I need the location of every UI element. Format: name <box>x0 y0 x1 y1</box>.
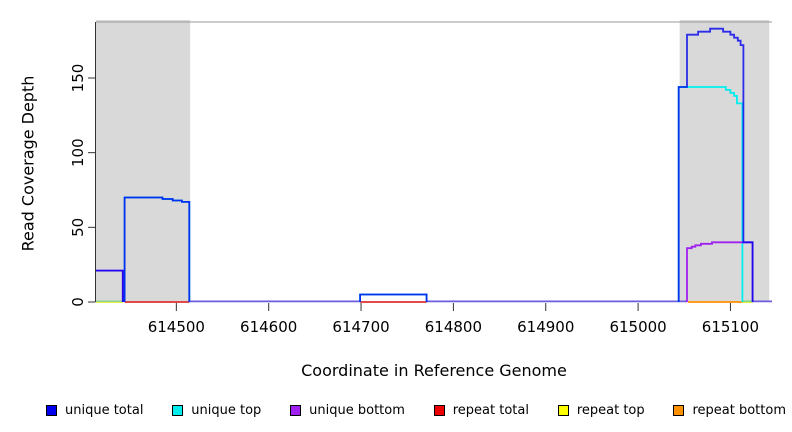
x-tick-label: 615000 <box>609 318 666 336</box>
y-tick-label: 150 <box>69 64 87 93</box>
legend-label: repeat bottom <box>692 402 786 418</box>
legend-label: repeat top <box>576 402 645 418</box>
x-tick-label: 614800 <box>425 318 482 336</box>
legend-swatch-icon <box>290 404 302 416</box>
x-tick-label: 614700 <box>332 318 389 336</box>
legend-item-unique-top: unique top <box>172 403 261 418</box>
legend-label: repeat total <box>452 402 529 418</box>
series-unique-top-line <box>359 293 428 302</box>
x-axis-title: Coordinate in Reference Genome <box>301 361 567 380</box>
series-unique-bottom-line <box>686 241 754 302</box>
legend-swatch-icon <box>46 404 57 416</box>
y-tick-label: 50 <box>69 218 87 237</box>
x-tick-label: 614500 <box>148 318 205 336</box>
series-unique-total-line <box>96 269 124 302</box>
legend-swatch-icon <box>557 404 569 416</box>
shaded-alignment-region <box>679 20 770 302</box>
x-tick-label: 615100 <box>702 318 759 336</box>
legend-item-repeat-bottom: repeat bottom <box>673 403 786 418</box>
x-tick-label: 614600 <box>240 318 297 336</box>
legend-item-unique-bottom: unique bottom <box>290 403 405 418</box>
legend-item-repeat-top: repeat top <box>557 402 645 418</box>
legend-label: unique bottom <box>309 402 405 418</box>
legend-label: unique top <box>191 402 262 418</box>
legend-label: unique total <box>65 402 144 418</box>
legend: unique total unique top unique bottom repea… <box>46 398 786 422</box>
plot-canvas: 0 50 100 150 614500 614600 614700 614800 614900 6… <box>69 20 772 336</box>
y-axis-title: Read Coverage Depth <box>18 75 38 252</box>
legend-swatch-icon <box>433 404 445 416</box>
shaded-alignment-region <box>96 20 191 302</box>
series-unique-total-line <box>359 293 428 302</box>
y-tick-label: 100 <box>69 138 87 167</box>
legend-item-unique-total: unique total <box>46 403 143 418</box>
series-unique-top-line <box>677 86 744 302</box>
series-unique-total-line <box>123 196 191 302</box>
legend-item-repeat-total: repeat total <box>433 402 529 418</box>
x-tick-label: 614900 <box>517 318 574 336</box>
legend-swatch-icon <box>673 404 685 416</box>
legend-swatch-icon <box>172 404 184 416</box>
y-tick-label: 0 <box>69 297 87 307</box>
series-unique-total-line <box>677 27 754 302</box>
